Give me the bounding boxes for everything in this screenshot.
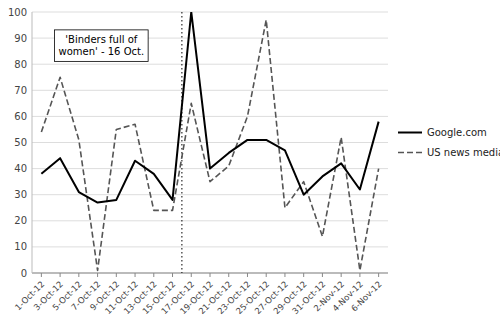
grid-line xyxy=(32,220,388,221)
legend-swatch xyxy=(398,152,422,154)
y-tick-label: 0 xyxy=(21,268,27,279)
x-tick xyxy=(247,273,248,277)
annotation-text: 'Binders full ofwomen' - 16 Oct. xyxy=(59,34,145,58)
annotation-box xyxy=(55,30,149,62)
y-tick-label: 70 xyxy=(14,85,27,96)
legend-label: US news media xyxy=(427,147,500,158)
x-tick xyxy=(116,273,117,277)
y-tick-label: 20 xyxy=(14,215,27,226)
legend: Google.com US news media xyxy=(398,127,500,158)
x-tick xyxy=(153,273,154,277)
plot-area xyxy=(41,12,378,273)
x-tick xyxy=(228,273,229,277)
grid-line xyxy=(32,12,388,13)
x-tick xyxy=(266,273,267,277)
grid-line xyxy=(32,246,388,247)
y-tick-label: 60 xyxy=(14,111,27,122)
x-tick-label: 6-Nov-12 xyxy=(349,279,383,313)
grid xyxy=(32,12,388,273)
y-tick-label: 90 xyxy=(14,33,27,44)
x-tick xyxy=(97,273,98,277)
y-tick-label: 30 xyxy=(14,189,27,200)
grid-line xyxy=(32,142,388,143)
x-tick xyxy=(78,273,79,277)
y-tick-label: 50 xyxy=(14,137,27,148)
y-tick-label: 40 xyxy=(14,163,27,174)
y-tick-label: 10 xyxy=(14,241,27,252)
legend-swatch xyxy=(398,132,422,134)
y-tick-label: 100 xyxy=(8,7,27,18)
chart: 01020304050607080901001-Oct-123-Oct-125-… xyxy=(0,0,500,323)
x-tick xyxy=(303,273,304,277)
x-tick xyxy=(378,273,379,277)
x-tick xyxy=(359,273,360,277)
x-tick xyxy=(172,273,173,277)
x-tick xyxy=(191,273,192,277)
annotation: 'Binders full ofwomen' - 16 Oct. xyxy=(55,30,149,62)
x-tick xyxy=(41,273,42,277)
event-line xyxy=(181,12,182,273)
grid-line xyxy=(32,116,388,117)
x-tick xyxy=(341,273,342,277)
x-tick xyxy=(60,273,61,277)
x-tick xyxy=(284,273,285,277)
legend-label: Google.com xyxy=(427,127,487,138)
x-tick xyxy=(135,273,136,277)
grid-line xyxy=(32,90,388,91)
series-line xyxy=(41,20,378,271)
y-tick-label: 80 xyxy=(14,59,27,70)
x-tick xyxy=(210,273,211,277)
y-axis xyxy=(32,12,33,273)
series-line xyxy=(41,12,378,203)
grid-line xyxy=(32,64,388,65)
x-tick xyxy=(322,273,323,277)
